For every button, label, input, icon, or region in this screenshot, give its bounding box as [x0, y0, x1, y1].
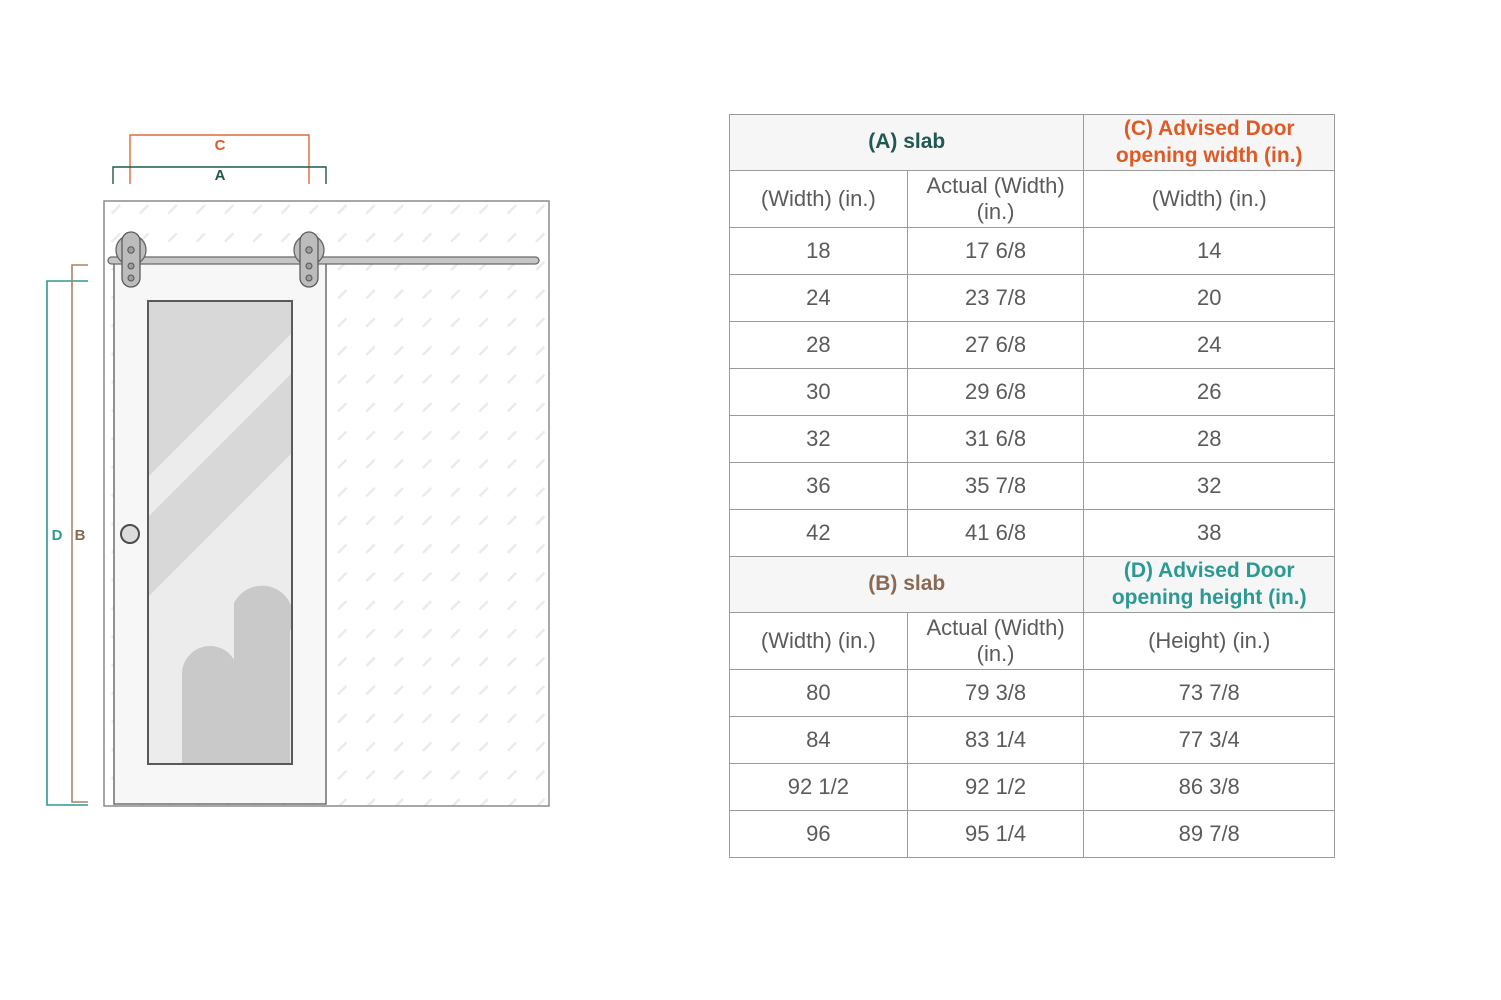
svg-text:D: D: [52, 527, 63, 544]
svg-text:A: A: [215, 167, 226, 184]
svg-text:B: B: [75, 527, 86, 544]
svg-text:C: C: [215, 137, 226, 154]
